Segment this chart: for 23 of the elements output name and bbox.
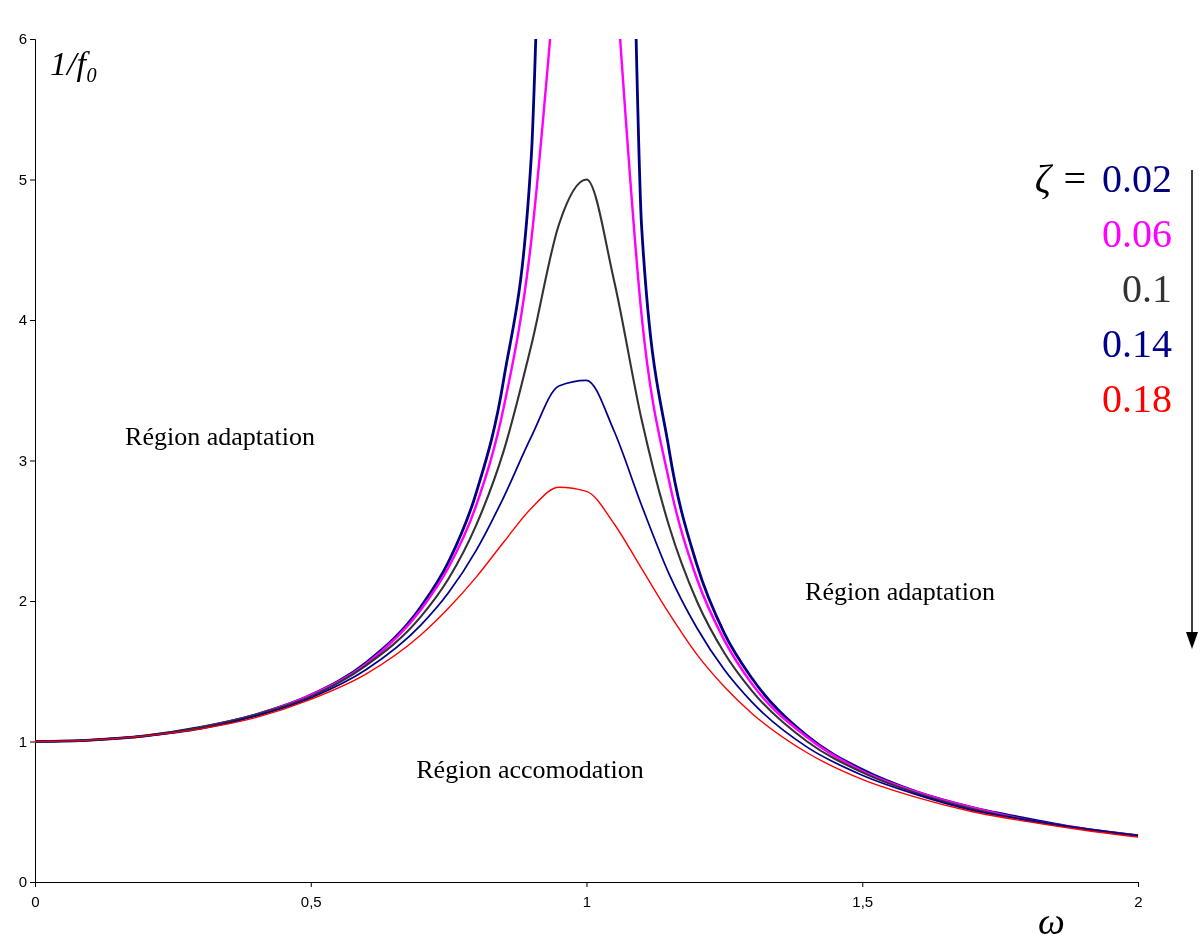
text: 0.1: [1122, 266, 1172, 311]
text: 0.02: [1102, 156, 1172, 201]
annotation: Région adaptation: [805, 577, 995, 606]
legend-title: ζ =: [1034, 156, 1088, 201]
text: 0.14: [1102, 321, 1172, 366]
y-tick-label: 4: [18, 311, 27, 329]
y-tick-label: 6: [18, 30, 27, 48]
y-tick-label: 1: [18, 732, 27, 750]
y-tick-label: 0: [18, 873, 27, 891]
y-tick-label: 2: [18, 592, 27, 610]
text: 0.18: [1102, 376, 1172, 421]
x-tick-label: 2: [1134, 892, 1143, 910]
annotation: Région adaptation: [125, 422, 315, 451]
y-tick-label: 3: [18, 451, 27, 469]
x-tick-label: 1: [582, 892, 592, 910]
x-tick-label: 0,5: [300, 892, 322, 910]
y-tick-label: 5: [18, 170, 27, 188]
text: 0.06: [1102, 211, 1172, 256]
x-axis-title: ω: [1038, 900, 1065, 942]
x-tick-label: 1,5: [852, 892, 874, 910]
y-axis-title: 1/f₀: [50, 45, 98, 82]
annotation: Région accomodation: [416, 755, 644, 784]
x-tick-label: 0: [31, 892, 40, 910]
